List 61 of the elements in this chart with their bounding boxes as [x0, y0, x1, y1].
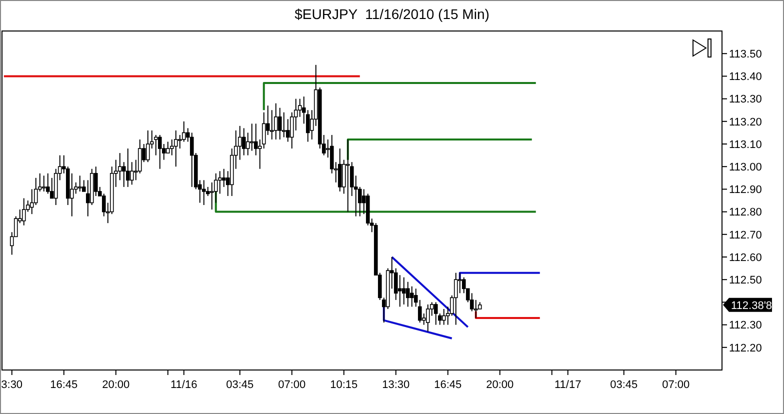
candlestick	[406, 281, 410, 308]
x-tick-label: 13:30	[382, 379, 410, 391]
candlestick	[418, 299, 422, 324]
candlestick	[278, 107, 282, 140]
candlestick	[338, 148, 342, 192]
candlestick	[42, 175, 46, 192]
candlestick	[166, 141, 170, 154]
y-tick-label: 112.20	[729, 342, 762, 354]
candlestick	[454, 272, 458, 326]
candlestick	[154, 134, 158, 156]
y-tick-label: 112.60	[729, 252, 762, 264]
candlestick	[426, 304, 430, 332]
candlestick	[346, 138, 350, 212]
candlestick	[282, 112, 286, 138]
candlestick	[242, 128, 246, 156]
y-tick-label: 113.10	[729, 138, 762, 151]
candlestick	[434, 302, 438, 326]
candlestick	[22, 198, 26, 226]
candlestick	[222, 168, 226, 188]
y-tick-label: 113.50	[729, 48, 762, 60]
y-tick-label: 112.80	[729, 206, 762, 219]
y-tick-label: 112.30	[729, 320, 762, 332]
candlestick	[78, 175, 82, 192]
x-tick-label: 03:45	[610, 379, 638, 391]
y-tick-label: 113.30	[729, 94, 762, 106]
x-tick-label: 07:00	[278, 379, 306, 391]
candlestick	[458, 272, 462, 294]
chart-title: $EURJPY 11/16/2010 (15 Min)	[294, 6, 490, 22]
candlestick	[126, 148, 130, 188]
candlestick	[158, 134, 162, 170]
candlestick	[70, 172, 74, 217]
x-tick-label: 11/16	[170, 379, 198, 391]
y-tick-label: 112.50	[729, 274, 762, 286]
candlestick	[442, 308, 446, 326]
x-tick-label: 3:30	[1, 379, 23, 391]
candlestick	[410, 286, 414, 308]
candlestick	[398, 274, 402, 308]
y-tick-label: 113.20	[729, 116, 762, 128]
candlestick	[402, 276, 406, 305]
y-tick-label: 113.40	[729, 71, 762, 84]
candlestick	[274, 102, 278, 140]
candlestick	[174, 130, 178, 168]
candlestick	[202, 180, 206, 206]
x-tick-label: 11/17	[554, 379, 582, 391]
candlestick	[190, 132, 194, 188]
x-tick-label: 20:00	[102, 379, 130, 391]
candlestick	[146, 130, 150, 163]
x-tick-label: 16:45	[434, 379, 462, 391]
x-tick-label: 20:00	[486, 379, 514, 391]
x-tick-label: 16:45	[50, 379, 78, 391]
x-tick-label: 10:15	[330, 379, 358, 391]
y-tick-label: 112.90	[729, 184, 762, 196]
text: 112.38'8	[731, 300, 772, 312]
candlestick	[130, 162, 134, 186]
candlestick	[250, 123, 254, 152]
y-tick-label: 112.70	[729, 229, 762, 242]
x-tick-label: 03:45	[226, 379, 254, 391]
x-tick-label: 07:00	[662, 379, 690, 391]
candlestick	[50, 177, 54, 199]
y-tick-label: 113.00	[729, 161, 762, 174]
candlestick	[46, 172, 50, 194]
